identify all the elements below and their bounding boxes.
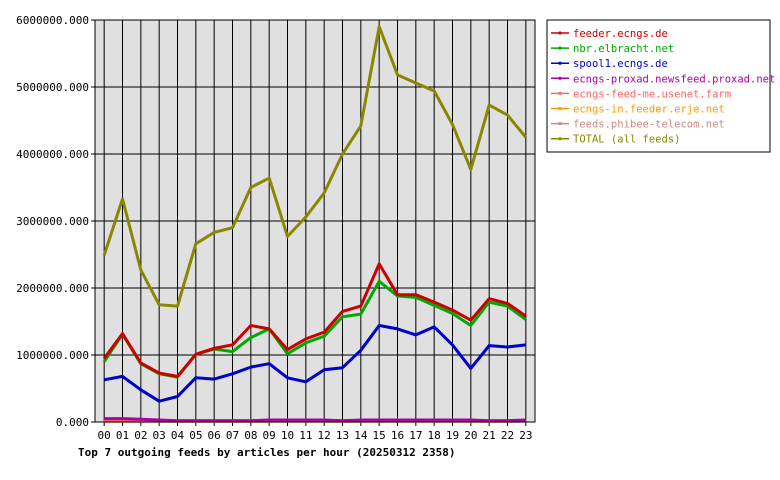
y-tick-label: 5000000.000 — [16, 81, 89, 94]
legend-label: nbr.elbracht.net — [573, 43, 674, 55]
legend-marker — [558, 61, 562, 65]
legend-box — [546, 19, 771, 153]
legend-label: ecngs-feed-me.usenet.farm — [573, 88, 731, 100]
x-tick-label: 02 — [134, 429, 147, 442]
legend-label: TOTAL (all feeds) — [573, 134, 680, 146]
x-tick-label: 04 — [171, 429, 185, 442]
legend-marker — [558, 46, 562, 50]
y-tick-label: 2000000.000 — [16, 282, 89, 295]
x-tick-label: 06 — [208, 429, 221, 442]
legend-label: feeds.phibee-telecom.net — [573, 119, 725, 131]
y-tick-label: 6000000.000 — [16, 14, 89, 27]
legend-label: spool1.ecngs.de — [573, 58, 668, 70]
legend-label: ecngs-in.feeder.erje.net — [573, 104, 725, 116]
legend-marker — [558, 122, 562, 126]
y-tick-label: 3000000.000 — [16, 215, 89, 228]
x-tick-labels: 00 01 02 03 04 05 06 07 08 09 10 11 12 13 14 15 16 17 18 19… — [98, 429, 533, 442]
x-tick-label: 00 — [98, 429, 111, 442]
legend-label: ecngs-proxad.newsfeed.proxad.net — [573, 73, 775, 85]
y-tick-label: 0.000 — [56, 416, 89, 429]
legend-marker — [558, 106, 562, 111]
x-tick-label: 10 — [281, 429, 294, 442]
legend-marker — [558, 137, 562, 141]
x-tick-label: 16 — [391, 429, 404, 442]
series-line-0 — [102, 262, 527, 378]
x-tick-label: 03 — [153, 429, 166, 442]
x-tick-label: 14 — [354, 429, 368, 442]
chart-title: Top 7 outgoing feeds by articles per hou… — [78, 446, 456, 459]
x-tick-label: 18 — [428, 429, 441, 442]
legend-label: feeder.ecngs.de — [573, 28, 668, 40]
x-tick-label: 08 — [244, 429, 257, 442]
x-tick-label: 15 — [373, 429, 386, 442]
x-tick-label: 23 — [519, 429, 532, 442]
legend-marker — [558, 76, 562, 80]
plot-frame — [94, 19, 536, 423]
series-line-7 — [102, 25, 527, 308]
x-tick-label: 09 — [263, 429, 276, 442]
x-tick-label: 19 — [446, 429, 459, 442]
legend-marker — [558, 91, 562, 95]
legend: feeder.ecngs.de nbr.elbracht.net spool1.ec… — [546, 19, 775, 153]
y-tick-label: 4000000.000 — [16, 148, 89, 161]
x-tick-label: 17 — [409, 429, 422, 442]
x-tick-label: 12 — [318, 429, 331, 442]
x-tick-label: 05 — [189, 429, 202, 442]
x-tick-label: 13 — [336, 429, 349, 442]
y-tick-labels: 0.000 1000000.000 2000000.000 3000000.000 40… — [16, 14, 89, 429]
series-lines — [102, 25, 527, 423]
series-line-2 — [103, 324, 526, 403]
x-tick-label: 20 — [464, 429, 477, 442]
series-line-3 — [104, 417, 526, 423]
y-tick-label: 1000000.000 — [16, 349, 89, 362]
legend-marker — [558, 31, 562, 35]
x-tick-label: 07 — [226, 429, 239, 442]
x-tick-label: 22 — [501, 429, 514, 442]
x-tick-label: 11 — [299, 429, 312, 442]
x-tick-label: 21 — [483, 429, 496, 442]
x-tick-label: 01 — [116, 429, 129, 442]
